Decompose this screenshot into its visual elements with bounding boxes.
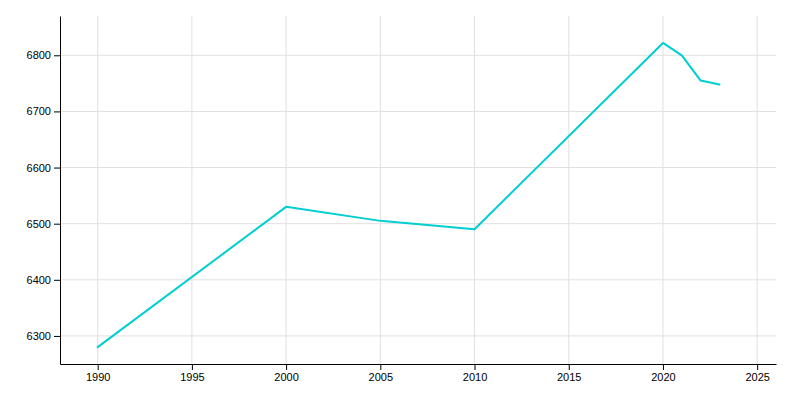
tick-mark (475, 364, 476, 370)
grid-line (60, 167, 776, 168)
tick-label: 1990 (86, 371, 110, 383)
tick-mark (54, 55, 60, 56)
tick-mark (663, 364, 664, 370)
tick-mark (54, 168, 60, 169)
grid-line (286, 16, 287, 364)
grid-line (191, 16, 192, 364)
line (98, 43, 720, 347)
tick: 6300 (27, 330, 60, 342)
tick-label: 6700 (27, 105, 51, 117)
marks (98, 43, 720, 347)
tick: 2025 (745, 364, 769, 383)
tick-label: 2025 (745, 371, 769, 383)
grid-line (568, 16, 569, 364)
tick: 6500 (27, 218, 60, 230)
tick: 2010 (463, 364, 487, 383)
grid-line (757, 16, 758, 364)
chart: 1990 1995 2000 2005 2010 2015 2020 2025 6300 6400… (0, 0, 800, 400)
tick: 6600 (27, 162, 60, 174)
plot: 1990 1995 2000 2005 2010 2015 2020 2025 6300 6400… (27, 16, 777, 383)
tick-label: 1995 (180, 371, 204, 383)
tick-mark (192, 364, 193, 370)
tick: 2005 (369, 364, 393, 383)
tick-label: 6600 (27, 162, 51, 174)
grid (60, 16, 776, 364)
tick-label: 2020 (651, 371, 675, 383)
tick-label: 2005 (369, 371, 393, 383)
tick-mark (54, 111, 60, 112)
grid-line (60, 335, 776, 336)
grid-line (662, 16, 663, 364)
tick-mark (380, 364, 381, 370)
grid-line (60, 55, 776, 56)
tick: 6400 (27, 274, 60, 286)
tick-label: 2000 (274, 371, 298, 383)
tick-mark (286, 364, 287, 370)
tick: 6800 (27, 49, 60, 61)
tick: 2020 (651, 364, 675, 383)
tick-mark (569, 364, 570, 370)
tick: 1995 (180, 364, 204, 383)
tick-label: 6800 (27, 49, 51, 61)
tick-mark (54, 280, 60, 281)
tick-label: 6500 (27, 218, 51, 230)
axis-line (61, 364, 777, 365)
tick: 2015 (557, 364, 581, 383)
grid-line (60, 111, 776, 112)
tick: 2000 (274, 364, 298, 383)
tick: 1990 (86, 364, 110, 383)
tick: 6700 (27, 105, 60, 117)
grid-line (97, 16, 98, 364)
tick-mark (54, 336, 60, 337)
tick-mark (54, 224, 60, 225)
x-axis: 1990 1995 2000 2005 2010 2015 2020 2025 (61, 364, 777, 383)
grid-line (380, 16, 381, 364)
tick-mark (98, 364, 99, 370)
tick-mark (757, 364, 758, 370)
y-axis: 6300 6400 6500 6600 6700 6800 (27, 17, 61, 365)
grid-line (474, 16, 475, 364)
axis-line (60, 17, 61, 365)
grid-line (60, 279, 776, 280)
tick-label: 6300 (27, 330, 51, 342)
tick-label: 2010 (463, 371, 487, 383)
tick-label: 6400 (27, 274, 51, 286)
tick-label: 2015 (557, 371, 581, 383)
